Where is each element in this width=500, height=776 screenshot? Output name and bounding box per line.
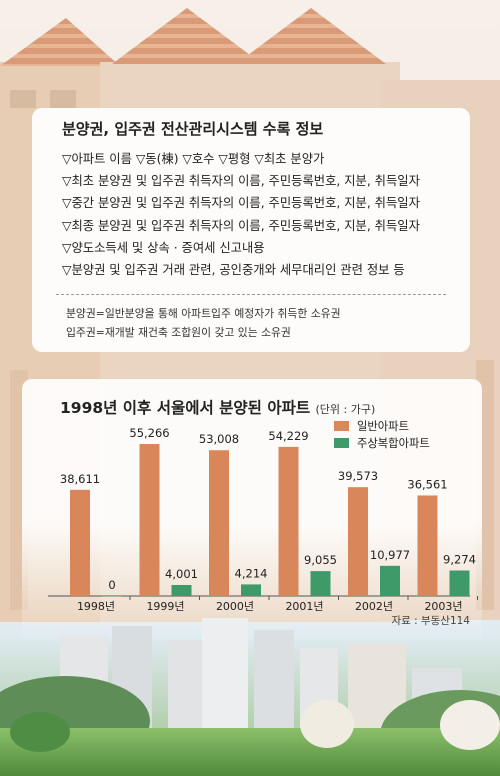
lawn xyxy=(0,728,500,776)
divider xyxy=(56,294,446,295)
background-window xyxy=(50,90,76,108)
tree xyxy=(440,700,500,750)
apartment-building xyxy=(202,618,248,746)
legend-item: 주상복합아파트 xyxy=(334,435,430,452)
background-roof-left xyxy=(0,18,120,66)
background-roof-center xyxy=(112,8,262,64)
legend-label: 일반아파트 xyxy=(357,420,409,433)
legend-label: 주상복합아파트 xyxy=(357,437,430,450)
chart-unit: (단위 : 가구) xyxy=(315,403,376,416)
legend-swatch xyxy=(334,421,349,431)
definition: 분양권=일반분양을 통해 아파트입주 예정자가 취득한 소유권 xyxy=(66,307,341,320)
chart-title-text: 1998년 이후 서울에서 분양된 아파트 xyxy=(60,399,311,417)
info-item: ▽분양권 및 입주권 거래 관련, 공인중개와 세무대리인 관련 정보 등 xyxy=(62,263,405,278)
chart-legend: 일반아파트 주상복합아파트 xyxy=(334,418,430,452)
info-panel: 분양권, 입주권 전산관리시스템 수록 정보 ▽아파트 이름 ▽동(棟) ▽호수… xyxy=(32,108,470,352)
background-roof-right xyxy=(236,8,386,64)
info-item: ▽최종 분양권 및 입주권 취득자의 이름, 주민등록번호, 지분, 취득일자 xyxy=(62,218,420,233)
info-item: ▽최초 분양권 및 입주권 취득자의 이름, 주민등록번호, 지분, 취득일자 xyxy=(62,174,420,189)
apartment-building xyxy=(254,630,294,746)
info-item: ▽중간 분양권 및 입주권 취득자의 이름, 주민등록번호, 지분, 취득일자 xyxy=(62,196,420,211)
background-window xyxy=(10,90,36,108)
tree xyxy=(10,712,70,752)
info-title: 분양권, 입주권 전산관리시스템 수록 정보 xyxy=(62,120,324,138)
definition: 입주권=재개발 재건축 조합원이 갖고 있는 소유권 xyxy=(66,326,291,339)
legend-swatch xyxy=(334,438,349,448)
tree xyxy=(300,700,354,748)
info-item-list: ▽아파트 이름 ▽동(棟) ▽호수 ▽평형 ▽최초 분양가 ▽최초 분양권 및 … xyxy=(62,148,420,281)
legend-item: 일반아파트 xyxy=(334,418,430,435)
chart-source: 자료 : 부동산114 xyxy=(391,615,470,627)
definition-list: 분양권=일반분양을 통해 아파트입주 예정자가 취득한 소유권 입주권=재개발 … xyxy=(66,304,341,342)
info-item: ▽양도소득세 및 상속 · 증여세 신고내용 xyxy=(62,240,265,255)
info-item: ▽아파트 이름 ▽동(棟) ▽호수 ▽평형 ▽최초 분양가 xyxy=(62,152,325,166)
chart-title: 1998년 이후 서울에서 분양된 아파트 (단위 : 가구) xyxy=(60,396,375,418)
chart-panel xyxy=(22,379,482,644)
